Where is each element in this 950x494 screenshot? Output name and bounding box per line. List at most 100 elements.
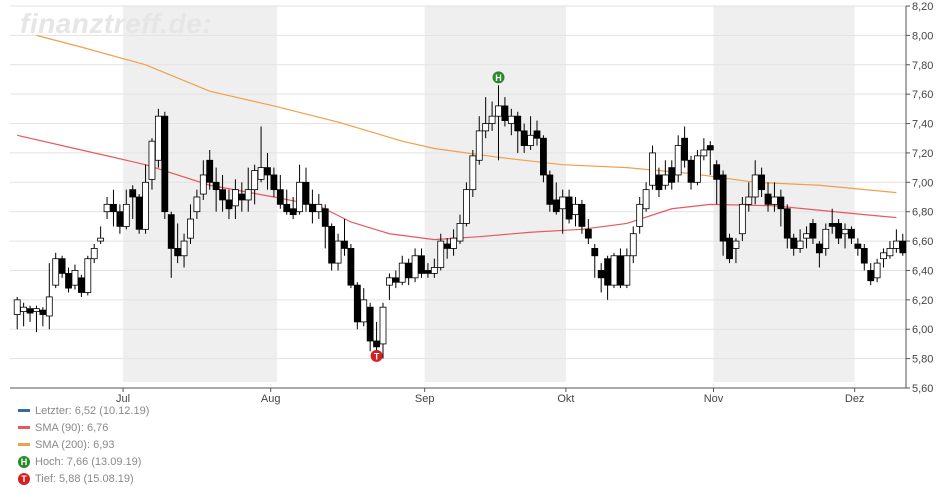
candle-body-107: [700, 149, 708, 157]
candle-body-24: [167, 214, 175, 249]
candle-body-137: [892, 240, 900, 249]
candle-body-134: [873, 262, 881, 279]
candle-body-39: [264, 167, 271, 176]
candle-body-125: [815, 243, 823, 254]
y-tick-label-5: 7,20: [912, 148, 933, 160]
candle-body-62: [411, 255, 419, 279]
candle-body-34: [231, 189, 239, 207]
candle-body-116: [758, 174, 766, 191]
candle-body-117: [764, 193, 772, 205]
legend-item-sma200: SMA (200): 6,93: [18, 436, 149, 453]
candle-body-63: [418, 255, 425, 274]
candle-body-4: [39, 309, 47, 315]
candle-body-87: [572, 203, 579, 216]
candle-body-41: [276, 189, 284, 205]
high-marker-label: H: [495, 73, 502, 83]
y-tick-label-2: 7,80: [912, 60, 933, 72]
candle-body-135: [880, 252, 887, 260]
low-marker-label: T: [374, 351, 380, 361]
candle-body-40: [270, 174, 278, 191]
month-band-1: [424, 6, 566, 382]
y-tick-label-4: 7,40: [912, 119, 933, 131]
candle-body-110: [719, 174, 727, 242]
candle-body-123: [803, 233, 810, 239]
candle-body-12: [90, 248, 98, 260]
candle-body-19: [135, 196, 143, 230]
candle-body-67: [443, 243, 451, 249]
candle-body-44: [296, 181, 303, 213]
legend-text-high: Hoch: 7,66 (13.09.19): [35, 455, 142, 468]
candle-body-133: [867, 270, 875, 282]
candle-body-6: [52, 258, 60, 286]
legend-item-sma90: SMA (90): 6,76: [18, 419, 149, 436]
y-tick-label-3: 7,60: [912, 89, 933, 101]
y-tick-label-11: 6,00: [912, 324, 933, 336]
candle-body-138: [899, 240, 907, 254]
candle-body-101: [661, 174, 669, 186]
candle-body-136: [886, 248, 894, 257]
candle-body-27: [187, 218, 194, 239]
candle-body-130: [848, 228, 855, 239]
y-tick-label-6: 7,00: [912, 177, 933, 189]
candle-body-64: [424, 270, 432, 274]
candle-body-28: [193, 196, 201, 213]
candle-body-120: [783, 208, 791, 239]
candle-body-43: [289, 208, 297, 216]
candle-body-29: [199, 174, 207, 195]
y-tick-label-8: 6,60: [912, 236, 933, 248]
candle-body-1: [20, 306, 28, 313]
x-tick-label-5: Dez: [845, 393, 865, 405]
y-tick-label-12: 5,80: [912, 354, 933, 366]
candle-body-90: [591, 248, 599, 257]
y-tick-label-7: 6,80: [912, 207, 933, 219]
legend-swatch-sma200: [18, 443, 30, 446]
candle-body-53: [353, 284, 361, 323]
x-tick-label-2: Sep: [415, 393, 435, 405]
candle-body-106: [694, 155, 701, 183]
candle-body-112: [732, 240, 740, 249]
legend-text-sma90: SMA (90): 6,76: [35, 421, 109, 434]
candle-body-66: [437, 240, 445, 268]
legend-swatch-last: [18, 409, 30, 412]
x-tick-label-1: Aug: [261, 393, 281, 405]
candle-body-33: [225, 199, 233, 210]
candle-body-59: [392, 277, 400, 283]
watermark-logo: finanztreff.de:: [20, 8, 213, 39]
candle-body-129: [841, 228, 849, 235]
high-marker-circle: [492, 71, 505, 84]
candle-body-89: [584, 228, 592, 239]
candle-body-115: [751, 174, 759, 198]
candle-body-73: [482, 123, 490, 132]
candle-body-114: [745, 196, 753, 205]
x-tick-label-3: Okt: [557, 393, 574, 405]
candle-body-99: [649, 152, 656, 186]
chart-legend: Letzter: 6,52 (10.12.19) SMA (90): 6,76 …: [18, 402, 149, 487]
candle-body-80: [527, 134, 534, 146]
candle-body-11: [84, 258, 92, 293]
candle-body-92: [604, 258, 611, 286]
candle-body-65: [430, 267, 438, 274]
candle-body-121: [790, 237, 798, 249]
candle-body-54: [360, 299, 368, 323]
candle-body-95: [623, 255, 631, 286]
candle-body-31: [212, 181, 220, 191]
candle-body-30: [206, 159, 214, 183]
candle-body-3: [33, 308, 40, 312]
month-band-2: [713, 6, 855, 382]
candle-body-46: [309, 203, 316, 213]
candle-body-131: [854, 243, 862, 249]
legend-text-low: Tief: 5,88 (15.08.19): [35, 472, 134, 485]
candle-body-132: [860, 248, 868, 264]
candle-body-69: [456, 223, 464, 242]
candle-body-91: [597, 270, 605, 279]
candle-body-79: [520, 130, 528, 146]
candle-body-8: [65, 272, 72, 289]
candle-body-126: [822, 228, 830, 249]
candle-body-21: [148, 140, 156, 180]
candle-body-76: [501, 105, 509, 121]
candle-body-9: [71, 270, 79, 286]
candle-body-52: [347, 248, 355, 286]
legend-text-sma200: SMA (200): 6,93: [35, 438, 115, 451]
candle-body-15: [110, 203, 117, 213]
